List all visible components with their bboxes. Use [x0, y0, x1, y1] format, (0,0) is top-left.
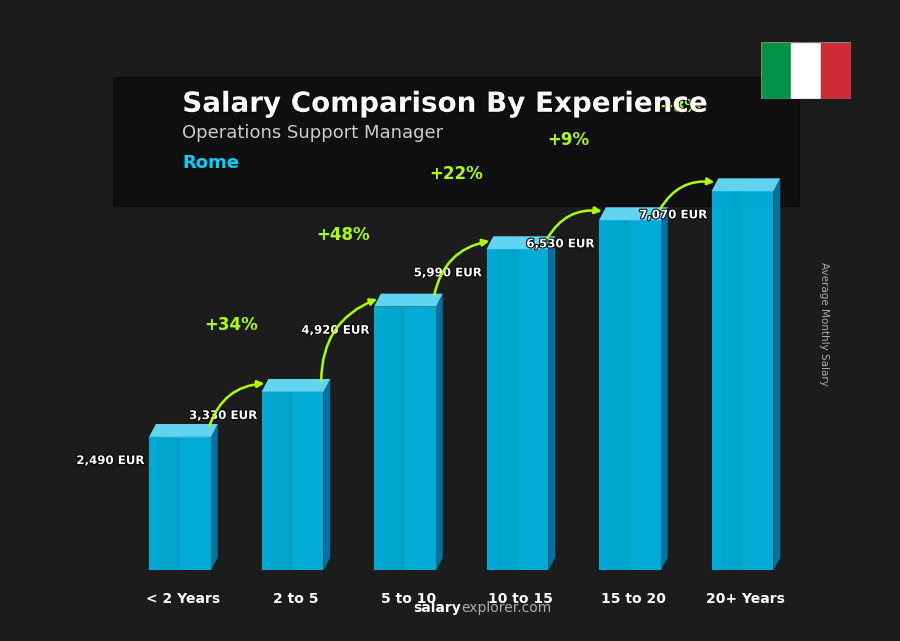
- Polygon shape: [179, 437, 180, 570]
- Text: salary: salary: [413, 601, 461, 615]
- Polygon shape: [773, 178, 780, 570]
- Text: 5,990 EUR: 5,990 EUR: [414, 266, 482, 279]
- Text: +8%: +8%: [660, 98, 702, 116]
- Text: 2 to 5: 2 to 5: [273, 592, 319, 606]
- Polygon shape: [403, 306, 404, 570]
- Polygon shape: [628, 220, 629, 570]
- Bar: [821, 42, 850, 99]
- Bar: [112, 77, 799, 206]
- Polygon shape: [741, 191, 742, 570]
- Text: +9%: +9%: [547, 131, 590, 149]
- Polygon shape: [599, 207, 668, 220]
- Polygon shape: [712, 191, 773, 570]
- Polygon shape: [712, 178, 780, 191]
- Text: 2,490 EUR: 2,490 EUR: [76, 454, 145, 467]
- Text: 6,530 EUR: 6,530 EUR: [526, 237, 595, 251]
- Polygon shape: [404, 306, 405, 570]
- Bar: [790, 42, 821, 99]
- Polygon shape: [374, 294, 443, 306]
- Polygon shape: [149, 437, 211, 570]
- Polygon shape: [487, 249, 548, 570]
- Polygon shape: [487, 237, 555, 249]
- Polygon shape: [211, 424, 218, 570]
- Text: 3,330 EUR: 3,330 EUR: [189, 409, 257, 422]
- Text: Average Monthly Salary: Average Monthly Salary: [819, 262, 829, 386]
- Polygon shape: [516, 249, 517, 570]
- Text: explorer.com: explorer.com: [461, 601, 552, 615]
- Polygon shape: [548, 237, 555, 570]
- Polygon shape: [436, 294, 443, 570]
- Text: Operations Support Manager: Operations Support Manager: [182, 124, 444, 142]
- Polygon shape: [599, 220, 661, 570]
- Polygon shape: [629, 220, 630, 570]
- Text: Rome: Rome: [182, 154, 239, 172]
- Polygon shape: [262, 392, 323, 570]
- Text: 10 to 15: 10 to 15: [489, 592, 554, 606]
- Polygon shape: [149, 424, 218, 437]
- Text: 7,070 EUR: 7,070 EUR: [639, 208, 707, 221]
- Polygon shape: [374, 306, 436, 570]
- Polygon shape: [661, 207, 668, 570]
- Text: +48%: +48%: [316, 226, 370, 244]
- Text: 20+ Years: 20+ Years: [706, 592, 786, 606]
- Polygon shape: [178, 437, 179, 570]
- Bar: [760, 42, 790, 99]
- Polygon shape: [291, 392, 292, 570]
- Text: +22%: +22%: [428, 165, 482, 183]
- Text: 5 to 10: 5 to 10: [381, 592, 436, 606]
- Text: < 2 Years: < 2 Years: [147, 592, 220, 606]
- Text: Salary Comparison By Experience: Salary Comparison By Experience: [182, 90, 708, 118]
- Polygon shape: [262, 379, 330, 392]
- Polygon shape: [323, 379, 330, 570]
- Text: +34%: +34%: [203, 316, 257, 334]
- Text: 4,920 EUR: 4,920 EUR: [302, 324, 370, 337]
- Text: 15 to 20: 15 to 20: [601, 592, 666, 606]
